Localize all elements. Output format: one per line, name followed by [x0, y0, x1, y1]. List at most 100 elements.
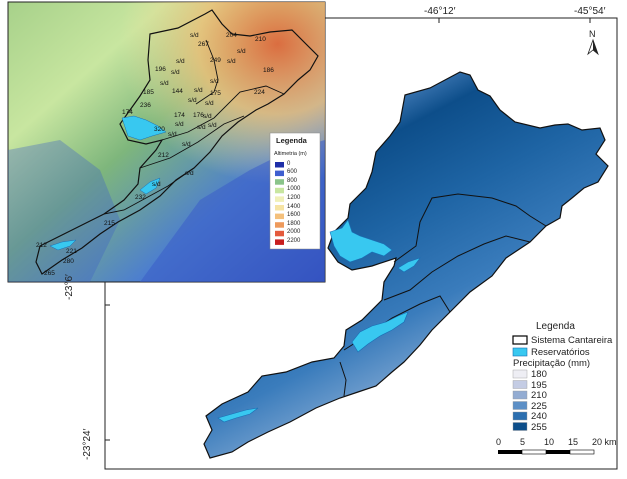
- altimetry-label-0: 0: [287, 160, 291, 167]
- altimetry-label-2200: 2200: [287, 237, 301, 244]
- precip-label-240: 240: [531, 411, 547, 422]
- subbasin-boundary: [339, 361, 347, 397]
- station-value-label: 221: [66, 248, 77, 255]
- station-no-data-label: s/d: [194, 87, 203, 94]
- station-value-label: 224: [254, 89, 265, 96]
- altimetry-swatch-1600: [275, 213, 284, 220]
- station-value-label: 174: [122, 109, 133, 116]
- station-no-data-label: s/d: [168, 131, 177, 138]
- station-value-label: 215: [104, 220, 115, 227]
- altimetry-label-1600: 1600: [287, 212, 301, 219]
- precip-label-255: 255: [531, 421, 547, 433]
- station-no-data-label: s/d: [203, 113, 212, 120]
- inset-legend-title: Legenda: [276, 136, 307, 145]
- altimetry-swatch-1000: [275, 187, 284, 194]
- altimetry-swatch-0: [275, 162, 284, 168]
- altimetry-label-2000: 2000: [287, 229, 301, 236]
- precip-swatch-225: [512, 401, 528, 410]
- legend-swatch-reservoirs: [512, 347, 528, 357]
- altimetry-swatch-600: [275, 170, 284, 177]
- precip-swatch-180: [512, 369, 528, 379]
- station-value-label: 210: [255, 36, 266, 43]
- altimetry-swatch-1400: [275, 205, 284, 211]
- reservoir-jaguari: [329, 219, 393, 263]
- inset-legend-subtitle: Altimetria (m): [274, 151, 307, 157]
- station-value-label: 204: [226, 32, 237, 39]
- altimetry-swatch-1800: [275, 222, 284, 228]
- station-value-label: 186: [263, 67, 274, 74]
- altimetry-label-1000: 1000: [287, 186, 301, 193]
- station-value-label: 320: [154, 126, 165, 133]
- altimetry-swatch-2200: [275, 239, 284, 245]
- station-value-label: 236: [140, 102, 151, 109]
- precip-swatch-210: [512, 390, 528, 400]
- coord-label-left-1: -23°6′: [64, 274, 75, 300]
- station-no-data-label: s/d: [210, 78, 219, 85]
- station-value-label: 267: [198, 41, 209, 48]
- station-no-data-label: s/d: [175, 121, 184, 128]
- station-no-data-label: s/d: [227, 58, 236, 65]
- station-no-data-label: s/d: [176, 58, 185, 65]
- legend-title: Legenda: [536, 321, 575, 332]
- station-value-label: 265: [44, 270, 55, 277]
- altimetry-label-1800: 1800: [287, 220, 301, 227]
- reservoir-cachoeira: [397, 257, 421, 273]
- coord-label-left-2: -23°24′: [82, 428, 93, 460]
- station-no-data-label: s/d: [208, 122, 217, 129]
- scale-tick-label: 0: [496, 437, 502, 447]
- precip-swatches: [512, 369, 528, 431]
- station-no-data-label: s/d: [185, 170, 194, 177]
- subbasin-boundary: [383, 235, 531, 301]
- reservoir-atibainha: [351, 311, 409, 353]
- precip-label-210: 210: [531, 390, 547, 401]
- station-value-label: 144: [172, 88, 183, 95]
- station-no-data-label: s/d: [205, 100, 214, 107]
- inset-basin: [35, 9, 319, 275]
- scale-bar: [498, 449, 595, 455]
- coord-label-top-1: -46°12′: [424, 6, 456, 17]
- precip-label-195: 195: [531, 379, 547, 391]
- altimetry-label-1200: 1200: [287, 194, 301, 201]
- precip-title: Precipitação (mm): [513, 358, 591, 369]
- legend-label-reservoirs: Reservatórios: [531, 347, 590, 358]
- precip-swatch-240: [512, 411, 528, 421]
- station-value-label: 232: [135, 194, 146, 201]
- station-no-data-label: s/d: [237, 48, 246, 55]
- precip-swatch-195: [512, 380, 528, 389]
- altimetry-swatch-800: [275, 179, 284, 185]
- north-label: N: [589, 29, 596, 39]
- station-value-label: 174: [174, 112, 185, 119]
- north-arrow: [587, 38, 599, 56]
- scale-tick-label: 20 km: [592, 437, 617, 447]
- station-value-label: 212: [36, 242, 47, 249]
- altimetry-swatch-2000: [275, 230, 284, 237]
- reservoir-paiva-castro: [217, 407, 259, 423]
- station-value-label: 176: [193, 112, 204, 119]
- altimetry-swatch-1200: [275, 196, 284, 202]
- station-value-label: 185: [143, 89, 154, 96]
- precip-label-180: 180: [531, 369, 547, 380]
- subbasin-boundary: [393, 193, 547, 263]
- station-no-data-label: s/d: [190, 32, 199, 39]
- station-no-data-label: s/d: [182, 141, 191, 148]
- legend-swatch-system: [512, 335, 528, 345]
- altimetry-label-600: 600: [287, 169, 298, 176]
- precip-label-225: 225: [531, 400, 547, 412]
- station-no-data-label: s/d: [160, 80, 169, 87]
- station-value-label: 212: [158, 152, 169, 159]
- scale-tick-label: 10: [544, 437, 555, 447]
- station-value-label: 280: [63, 258, 74, 265]
- station-value-label: 249: [210, 57, 221, 64]
- altimetry-label-800: 800: [287, 177, 298, 184]
- station-no-data-label: s/d: [188, 97, 197, 104]
- altimetry-swatches: [275, 162, 284, 245]
- coord-label-top-2: -45°54′: [574, 6, 606, 17]
- legend-label-system: Sistema Cantareira: [531, 335, 613, 346]
- inset-map: [7, 1, 326, 283]
- station-no-data-label: s/d: [171, 69, 180, 76]
- scale-tick-label: 15: [568, 437, 579, 447]
- scale-tick-label: 5: [520, 437, 526, 447]
- station-value-label: 196: [155, 66, 166, 73]
- station-no-data-label: s/d: [197, 124, 206, 131]
